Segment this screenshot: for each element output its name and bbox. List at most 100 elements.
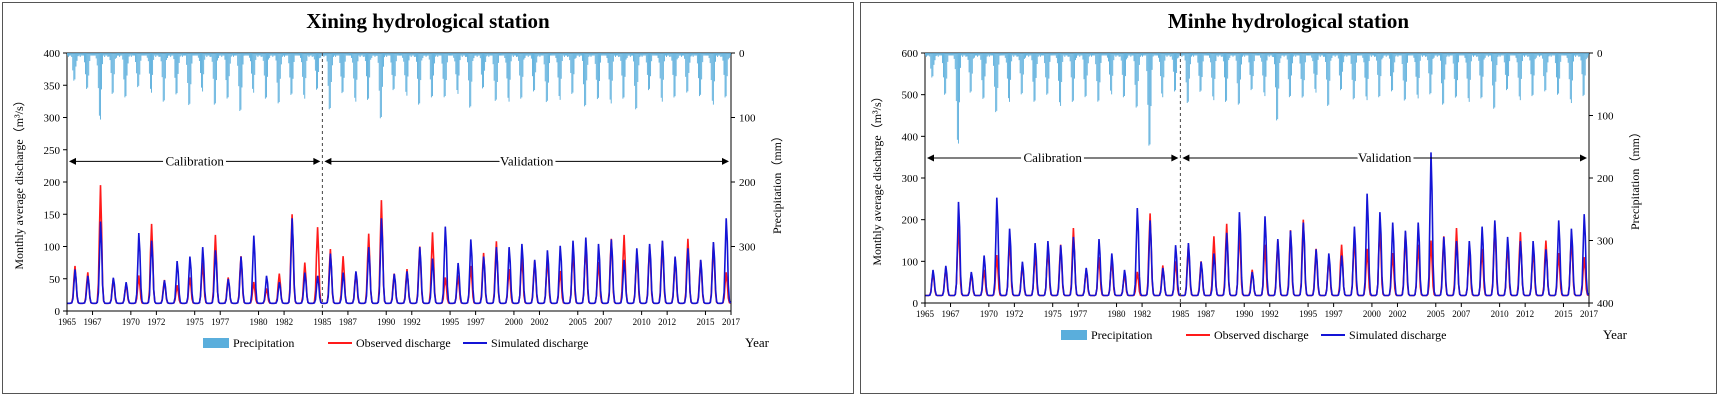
precipitation-bar bbox=[455, 53, 457, 75]
precipitation-bar bbox=[1482, 53, 1484, 77]
precipitation-bar bbox=[1315, 53, 1317, 93]
precipitation-bar bbox=[600, 53, 602, 63]
precipitation-bar bbox=[1461, 53, 1463, 56]
precipitation-bar bbox=[274, 53, 276, 56]
validation-arrow-head bbox=[1182, 154, 1190, 162]
precipitation-bar bbox=[1435, 53, 1437, 56]
precipitation-bar bbox=[1251, 53, 1253, 89]
precipitation-bar bbox=[1337, 53, 1339, 59]
precipitation-bar bbox=[957, 53, 959, 144]
precipitation-bar bbox=[1238, 53, 1240, 104]
precipitation-bar bbox=[135, 53, 137, 63]
precipitation-bar bbox=[1568, 53, 1570, 80]
precipitation-bar bbox=[226, 53, 228, 99]
precipitation-bar bbox=[222, 53, 224, 56]
y-right-tick-label: 0 bbox=[1597, 48, 1603, 60]
chart-svg: 0 100 200 300 400 500 600 0 100 200 300 400 1965 1967… bbox=[870, 48, 1642, 342]
precipitation-bar bbox=[213, 53, 215, 105]
precipitation-bar bbox=[292, 53, 294, 79]
x-tick-label: 1995 bbox=[1299, 309, 1318, 319]
precipitation-bar bbox=[371, 53, 373, 58]
precipitation-bar bbox=[150, 53, 151, 89]
precipitation-bar bbox=[1397, 53, 1399, 57]
legend-label-observed: Observed discharge bbox=[356, 336, 451, 350]
simulated-discharge-line bbox=[67, 218, 732, 305]
precipitation-bar bbox=[486, 53, 488, 57]
precipitation-bar bbox=[526, 53, 528, 56]
precipitation-bar bbox=[368, 53, 370, 99]
precipitation-bar bbox=[558, 53, 560, 96]
precipitation-bar bbox=[1578, 53, 1580, 57]
precipitation-bar bbox=[1160, 53, 1162, 77]
precipitation-bar bbox=[502, 53, 504, 56]
precipitation-bar bbox=[728, 53, 730, 58]
precipitation-bar bbox=[667, 53, 669, 56]
precipitation-bar bbox=[962, 53, 964, 57]
precipitation-bar bbox=[612, 53, 614, 62]
precipitation-bar bbox=[312, 53, 314, 57]
precipitation-bar bbox=[377, 53, 379, 63]
precipitation-bar bbox=[656, 53, 658, 56]
precipitation-bar bbox=[512, 53, 514, 57]
precipitation-bar bbox=[1188, 53, 1190, 79]
precipitation-bar bbox=[1038, 53, 1040, 56]
precipitation-bar bbox=[338, 53, 340, 56]
precipitation-bar bbox=[642, 53, 644, 56]
precipitation-bar bbox=[1229, 53, 1231, 58]
precipitation-bar bbox=[1105, 53, 1107, 56]
x-tick-label: 2000 bbox=[1363, 309, 1382, 319]
precipitation-bar bbox=[471, 53, 473, 82]
precipitation-bar bbox=[1302, 53, 1304, 97]
precipitation-bar bbox=[1222, 53, 1224, 62]
precipitation-bar bbox=[1380, 53, 1382, 77]
precipitation-bar bbox=[1396, 53, 1398, 56]
precipitation-bar bbox=[977, 53, 979, 57]
precipitation-bar bbox=[1509, 53, 1511, 62]
precipitation-bar bbox=[511, 53, 513, 56]
precipitation-bar bbox=[583, 53, 584, 85]
precipitation-bar bbox=[1110, 53, 1112, 91]
precipitation-bar bbox=[1480, 53, 1482, 99]
precipitation-bar bbox=[1133, 53, 1135, 62]
precipitation-bar bbox=[946, 53, 948, 79]
precipitation-bar bbox=[117, 53, 118, 56]
precipitation-bar bbox=[215, 53, 217, 81]
precipitation-bar bbox=[1213, 53, 1215, 101]
precipitation-bar bbox=[1430, 53, 1432, 94]
precipitation-bar bbox=[303, 53, 305, 95]
x-tick-label: 1987 bbox=[339, 317, 358, 327]
precipitation-bar bbox=[376, 53, 378, 56]
precipitation-bar bbox=[127, 53, 129, 64]
precipitation-bar bbox=[607, 53, 609, 63]
precipitation-bar bbox=[197, 53, 199, 58]
precipitation-bar bbox=[123, 53, 125, 80]
precipitation-bar bbox=[311, 53, 313, 57]
precipitation-bar bbox=[1063, 53, 1065, 56]
precipitation-bar bbox=[1284, 53, 1286, 56]
precipitation-bar bbox=[1497, 53, 1499, 57]
precipitation-bar bbox=[1583, 53, 1585, 95]
precipitation-bar bbox=[554, 53, 556, 56]
precipitation-bar bbox=[407, 53, 409, 77]
precipitation-bar bbox=[229, 53, 231, 64]
precipitation-bar bbox=[1457, 53, 1458, 81]
precipitation-bar bbox=[1446, 53, 1448, 57]
precipitation-bar bbox=[158, 53, 160, 57]
precipitation-bar bbox=[1172, 53, 1174, 72]
precipitation-bar bbox=[148, 53, 150, 74]
calibration-label: Calibration bbox=[1023, 150, 1082, 165]
precipitation-bar bbox=[688, 53, 690, 73]
precipitation-bar bbox=[979, 53, 981, 56]
precipitation-bar bbox=[1148, 53, 1150, 146]
precipitation-bar bbox=[293, 53, 295, 62]
precipitation-bar bbox=[1156, 53, 1158, 56]
precipitation-bar bbox=[1407, 53, 1408, 63]
precipitation-bar bbox=[1427, 53, 1429, 61]
precipitation-bar bbox=[1390, 53, 1391, 77]
precipitation-bar bbox=[1324, 53, 1325, 57]
precipitation-bar bbox=[179, 53, 181, 57]
precipitation-bar bbox=[157, 53, 159, 56]
precipitation-bar bbox=[363, 53, 365, 57]
y-left-tick-label: 500 bbox=[902, 90, 919, 102]
precipitation-bar bbox=[1475, 53, 1477, 56]
